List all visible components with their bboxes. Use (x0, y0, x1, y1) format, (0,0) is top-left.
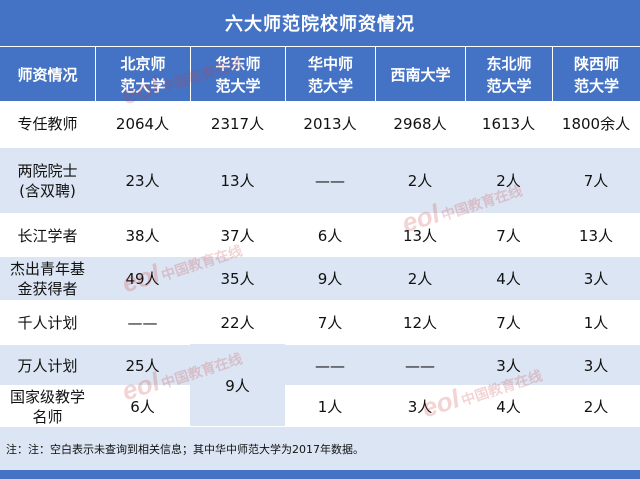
table-title: 六大师范院校师资情况 (0, 0, 640, 46)
table-cell: —— (315, 356, 345, 375)
table-cell: 7人 (496, 314, 521, 332)
table-cell: 25人 (125, 356, 160, 375)
table-cell: 2人 (496, 172, 521, 190)
table-cell: 1人 (583, 314, 609, 332)
row-label-line: 杰出青年基 (9, 260, 85, 278)
row-label-line: 国家级教学 (9, 387, 85, 406)
table-row: 杰出青年基金获得者 49人 35人 9人 2人 4人 3人 (0, 256, 640, 301)
table-cell: 1人 (317, 397, 343, 416)
row-label-line: 万人计划 (17, 356, 78, 375)
table-header: 师资情况 北京师范大学 华东师范大学 华中师范大学 西南大学 东北师范大学 陕西… (0, 46, 640, 102)
table-cell: 3人 (407, 397, 433, 416)
row-label: 杰出青年基 金获得者 (0, 257, 95, 301)
header-line: 东北师 (486, 54, 532, 73)
table-row: 长江学者 38人 37人 6人 13人 7人 13人 (0, 213, 640, 257)
row-label-line: 金获得者 (17, 280, 78, 298)
table-cell: 3人 (583, 270, 609, 288)
row-label-line: 千人计划 (17, 314, 78, 332)
table-cell: 7人 (583, 172, 609, 190)
row-label: 长江学者 (0, 214, 95, 257)
table-cell: —— (127, 314, 158, 332)
table-cell: 9人 (317, 270, 343, 288)
table-cell: 13人 (578, 226, 614, 245)
table-row: 国家级教学 名师 6人 1人 3人 4人 2人 (0, 385, 640, 427)
table-cell: 4人 (496, 397, 521, 416)
table-row: 专任教师 2064人 2317人 2013人 2968人 1613人 1800余人 (0, 101, 640, 147)
merged-cell: 9人 (190, 344, 285, 426)
table-cell: 38人 (125, 226, 160, 245)
table-cell: 6人 (317, 226, 343, 245)
table-cell: 2013人 (303, 115, 357, 133)
table-row: 两院院士 (含双聘) 23人 13人 —— 2人 2人 7人 (0, 147, 640, 214)
row-label: 千人计划 (0, 301, 95, 345)
header-line: 范大学 (120, 76, 166, 95)
row-label: 万人计划 (0, 345, 95, 386)
table-cell: 13人 (220, 172, 255, 190)
bottom-bar (0, 470, 640, 479)
header-line: 师资情况 (17, 65, 78, 84)
table-cell: 2人 (407, 172, 433, 190)
row-label-line: 长江学者 (17, 226, 78, 245)
table-cell: 1800余人 (561, 115, 631, 133)
table-cell: 22人 (220, 314, 255, 332)
table-cell: 1613人 (481, 115, 536, 133)
row-label: 专任教师 (0, 101, 95, 147)
row-label-line: (含双聘) (19, 182, 76, 200)
table-cell: 4人 (496, 270, 521, 288)
header-line: 华中师 (307, 54, 353, 73)
header-line: 范大学 (215, 76, 261, 95)
header-line: 范大学 (573, 76, 619, 95)
header-line: 华东师 (215, 54, 261, 73)
header-line: 北京师 (120, 54, 166, 73)
header-cell-1: 北京师 范大学 (95, 47, 190, 102)
table-cell: 3人 (496, 356, 521, 375)
table-cell: 23人 (125, 172, 160, 190)
row-label-line: 专任教师 (17, 115, 78, 133)
table-row: 千人计划 —— 22人 7人 12人 7人 1人 (0, 300, 640, 345)
header-line: 范大学 (486, 76, 532, 95)
table-cell: 12人 (402, 314, 438, 332)
table-cell: 7人 (317, 314, 343, 332)
row-label: 两院院士 (含双聘) (0, 148, 95, 214)
table-cell: 6人 (130, 397, 155, 416)
header-line: 范大学 (307, 76, 353, 95)
table-cell: —— (315, 172, 345, 190)
table-cell: 3人 (583, 356, 609, 375)
table-cell: 35人 (220, 270, 255, 288)
header-cell-3: 华中师 范大学 (285, 47, 375, 102)
footnote: 注：注：空白表示未查询到相关信息；其中华中师范大学为2017年数据。 (0, 426, 640, 470)
header-line: 陕西师 (573, 54, 619, 73)
header-line: 西南大学 (390, 65, 451, 84)
header-cell-4: 西南大学 (375, 47, 465, 102)
table-cell: 2人 (583, 397, 609, 416)
row-label-line: 名师 (32, 407, 63, 426)
table-cell: 49人 (125, 270, 160, 288)
table-cell: 7人 (496, 226, 521, 245)
table-cell: 2968人 (393, 115, 447, 133)
table-cell: 2人 (407, 270, 433, 288)
table-cell: 37人 (220, 226, 255, 245)
table-row: 万人计划 25人 —— —— 3人 3人 (0, 344, 640, 386)
row-label: 国家级教学 名师 (0, 386, 95, 427)
header-cell-0: 师资情况 (0, 47, 95, 102)
header-cell-6: 陕西师 范大学 (552, 47, 640, 102)
header-cell-2: 华东师 范大学 (190, 47, 285, 102)
table-cell: 13人 (402, 226, 438, 245)
table-cell: —— (405, 356, 435, 375)
table-cell: 2317人 (210, 115, 265, 133)
header-cell-5: 东北师 范大学 (465, 47, 552, 102)
row-label-line: 两院院士 (17, 162, 78, 180)
table-cell: 2064人 (115, 115, 170, 133)
